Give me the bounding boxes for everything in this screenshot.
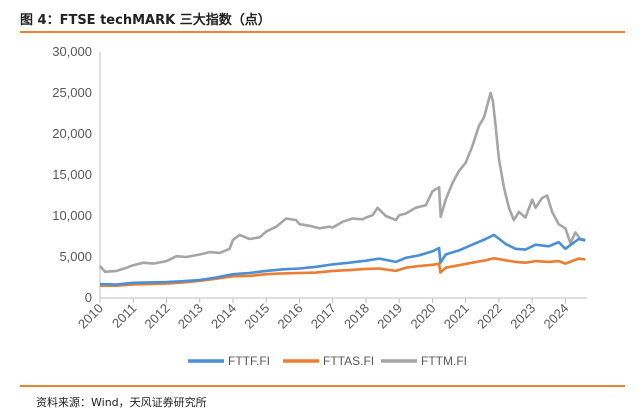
x-tick-label: 2010 (75, 301, 106, 332)
source-text: 资料来源：Wind，天风证券研究所 (36, 396, 207, 409)
x-tick-label: 2013 (175, 301, 206, 332)
line-chart: 0 5,000 10,000 15,000 20,000 25,000 30,000 201… (52, 44, 587, 368)
legend: FTTF.FI FTTAS.FI FTTM.FI (188, 354, 467, 368)
series-line-fttm-fi (99, 91, 586, 274)
series-line-fttf-fi (99, 233, 586, 286)
legend-label: FTTM.FI (421, 354, 467, 368)
legend-label: FTTF.FI (228, 354, 270, 368)
y-tick-label: 0 (85, 290, 92, 305)
x-tick-label: 2022 (474, 301, 505, 332)
legend-label: FTTAS.FI (323, 354, 374, 368)
y-tick-label: 25,000 (52, 85, 92, 100)
x-tick-label: 2020 (407, 301, 438, 332)
x-tick-label: 2012 (142, 301, 173, 332)
x-tick-label: 2019 (374, 301, 405, 332)
y-tick-label: 30,000 (52, 44, 92, 59)
chart-title: 图 4：FTSE techMARK 三大指数（点） (20, 13, 271, 28)
series-lines (99, 91, 586, 287)
y-axis: 0 5,000 10,000 15,000 20,000 25,000 30,000 (52, 44, 101, 305)
source-note: 资料来源：Wind，天风证券研究所 (36, 394, 207, 410)
x-tick-label: 2024 (540, 301, 571, 332)
x-tick-label: 2014 (208, 301, 239, 332)
y-tick-label: 5,000 (59, 249, 92, 264)
x-tick-label: 2017 (308, 301, 339, 332)
x-axis: 2010 2011 2012 2013 2014 2015 2016 2017 2018 2019… (75, 297, 587, 332)
x-tick-label: 2016 (275, 301, 306, 332)
x-tick-label: 2011 (109, 301, 139, 331)
x-tick-label: 2018 (341, 301, 372, 332)
y-tick-label: 15,000 (52, 167, 92, 182)
chart-header: 图 4：FTSE techMARK 三大指数（点） (20, 9, 625, 33)
y-tick-label: 10,000 (52, 208, 92, 223)
x-tick-label: 2023 (507, 301, 538, 332)
x-tick-label: 2021 (441, 301, 472, 332)
y-tick-label: 20,000 (52, 126, 92, 141)
footer-rule (20, 385, 625, 387)
x-tick-label: 2015 (241, 301, 272, 332)
header-rule (20, 31, 625, 33)
